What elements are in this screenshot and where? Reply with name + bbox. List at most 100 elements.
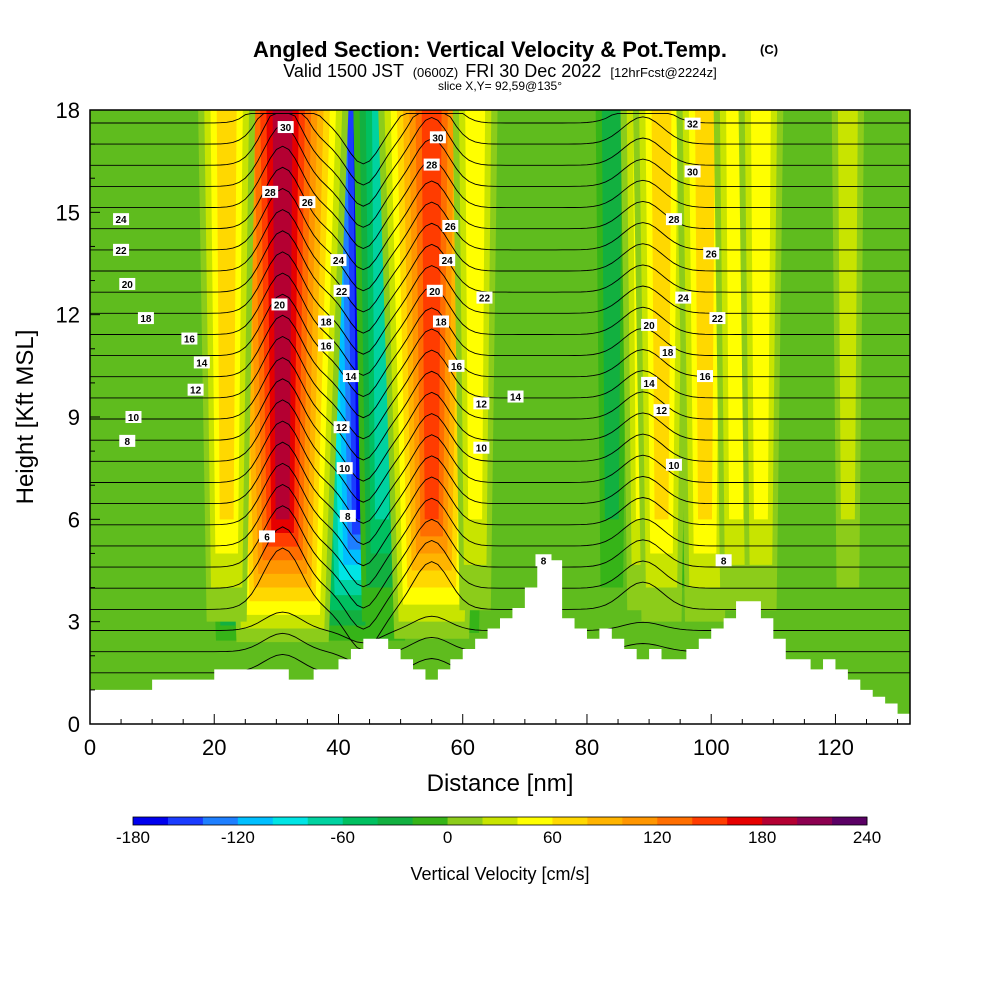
contour-label: 24 [113, 213, 130, 226]
theta-contour-line [90, 462, 910, 567]
contour-label-text: 30 [280, 123, 292, 134]
contour-label: 12 [333, 421, 350, 434]
contour-label-text: 8 [721, 556, 727, 567]
contour-label: 22 [476, 291, 493, 305]
theta-contour-line [90, 335, 910, 440]
contour-label: 16 [448, 359, 465, 373]
colorbar-swatch [552, 817, 588, 825]
contour-label: 18 [659, 346, 676, 359]
theta-contour-line [90, 399, 910, 503]
x-tick-label: 120 [817, 735, 854, 760]
contour-label: 32 [684, 117, 701, 131]
contour-label: 28 [665, 213, 682, 226]
contour-label-text: 24 [442, 256, 454, 267]
contour-label: 28 [262, 185, 279, 199]
contour-label-text: 28 [265, 188, 277, 199]
y-tick-label: 3 [68, 610, 80, 635]
x-tick-label: 60 [450, 735, 474, 760]
contour-label-text: 10 [128, 413, 140, 424]
subtitle-main: Valid 1500 JST [283, 61, 404, 81]
updraft-band [421, 110, 442, 520]
contour-label: 16 [697, 370, 713, 383]
contour-label-text: 18 [320, 317, 332, 328]
y-axis: 0 3 6 9 12 15 18 [56, 98, 100, 737]
contour-label-text: 30 [687, 167, 699, 178]
contour-label: 8 [119, 434, 136, 448]
theta-contour-line [90, 124, 910, 228]
contour-label: 12 [473, 397, 490, 410]
contour-label: 30 [684, 165, 701, 178]
x-tick-label: 40 [326, 735, 350, 760]
contour-label-text: 22 [479, 294, 491, 305]
colorbar-swatch [762, 817, 798, 825]
x-tick-label: 80 [575, 735, 599, 760]
subtitle-date: FRI 30 Dec 2022 [465, 61, 601, 81]
contour-label-text: 10 [668, 461, 680, 472]
contour-label-text: 14 [196, 358, 208, 369]
theta-contour-line [90, 547, 910, 651]
theta-contour-line [90, 314, 910, 419]
colorbar-swatch [447, 817, 484, 825]
contour-label: 22 [333, 284, 350, 298]
colorbar-swatch [307, 817, 344, 825]
contour-label: 26 [703, 247, 720, 260]
contour-label: 12 [653, 404, 670, 417]
y-tick-label: 15 [56, 200, 80, 225]
theta-contour-line [90, 187, 910, 292]
chart-subtitle: Valid 1500 JST (0600Z) FRI 30 Dec 2022 [… [283, 61, 717, 81]
colorbar-swatch [832, 817, 868, 825]
colorbar-swatch [797, 817, 833, 825]
contour-label: 30 [277, 121, 294, 134]
contour-label-text: 12 [190, 386, 202, 397]
theta-contour-line [90, 112, 910, 186]
colorbar-frame [132, 816, 868, 826]
contour-label: 8 [535, 554, 552, 567]
contour-label-text: 12 [476, 399, 488, 410]
colorbar-swatch [587, 817, 623, 825]
y-tick-label: 9 [68, 405, 80, 430]
contour-label-text: 16 [184, 335, 196, 346]
theta-contour-line [90, 526, 910, 630]
contour-label: 16 [181, 332, 198, 346]
theta-contour-line [90, 505, 910, 609]
theta-contour-line [90, 272, 910, 376]
contour-label: 20 [271, 298, 288, 311]
contour-label: 22 [709, 312, 726, 325]
contour-label: 20 [426, 284, 443, 298]
colorbar-swatch [692, 817, 728, 825]
theta-contour-line [90, 293, 910, 397]
colorbar-swatch [657, 817, 693, 825]
colorbar-tick-label: -120 [221, 828, 255, 847]
contour-label-text: 16 [320, 341, 332, 352]
theta-contour-line [90, 483, 910, 588]
subtitle-fcst: [12hrFcst@2224z] [610, 65, 716, 80]
contour-label-text: 22 [115, 246, 127, 257]
theta-contour-line [90, 112, 910, 165]
y-tick-label: 18 [56, 98, 80, 123]
theta-contour-line [90, 112, 910, 207]
contour-label-text: 20 [274, 300, 286, 311]
contour-label: 18 [318, 315, 335, 328]
contour-label-text: 16 [699, 372, 711, 383]
contour-label-text: 14 [644, 379, 656, 390]
colorbar: -180 -120 -60 0 60 120 180 240 [116, 816, 881, 847]
contour-label-text: 18 [140, 314, 152, 325]
title-mark: (C) [760, 42, 778, 57]
contour-label: 20 [641, 318, 658, 332]
contour-label: 12 [187, 383, 204, 397]
contour-label-text: 24 [678, 294, 690, 305]
slice-label: slice X,Y= 92,59@135° [438, 79, 562, 93]
contour-label: 24 [439, 254, 456, 267]
velocity-field [198, 110, 865, 643]
downdraft-band [601, 110, 622, 520]
contour-label-text: 16 [451, 362, 463, 373]
y-tick-label: 0 [68, 712, 80, 737]
contour-label: 10 [336, 462, 353, 475]
colorbar-swatch [272, 817, 309, 825]
contour-label-text: 26 [445, 222, 457, 233]
plot-area: 30 28 26 24 22 20 18 16 14 12 10 8 20 24 22 18 16 14 12 10 8… [90, 110, 910, 724]
contour-label: 8 [339, 509, 356, 523]
theta-contour-line [90, 420, 910, 524]
contour-label-text: 26 [302, 198, 314, 209]
contour-label: 22 [113, 243, 130, 257]
